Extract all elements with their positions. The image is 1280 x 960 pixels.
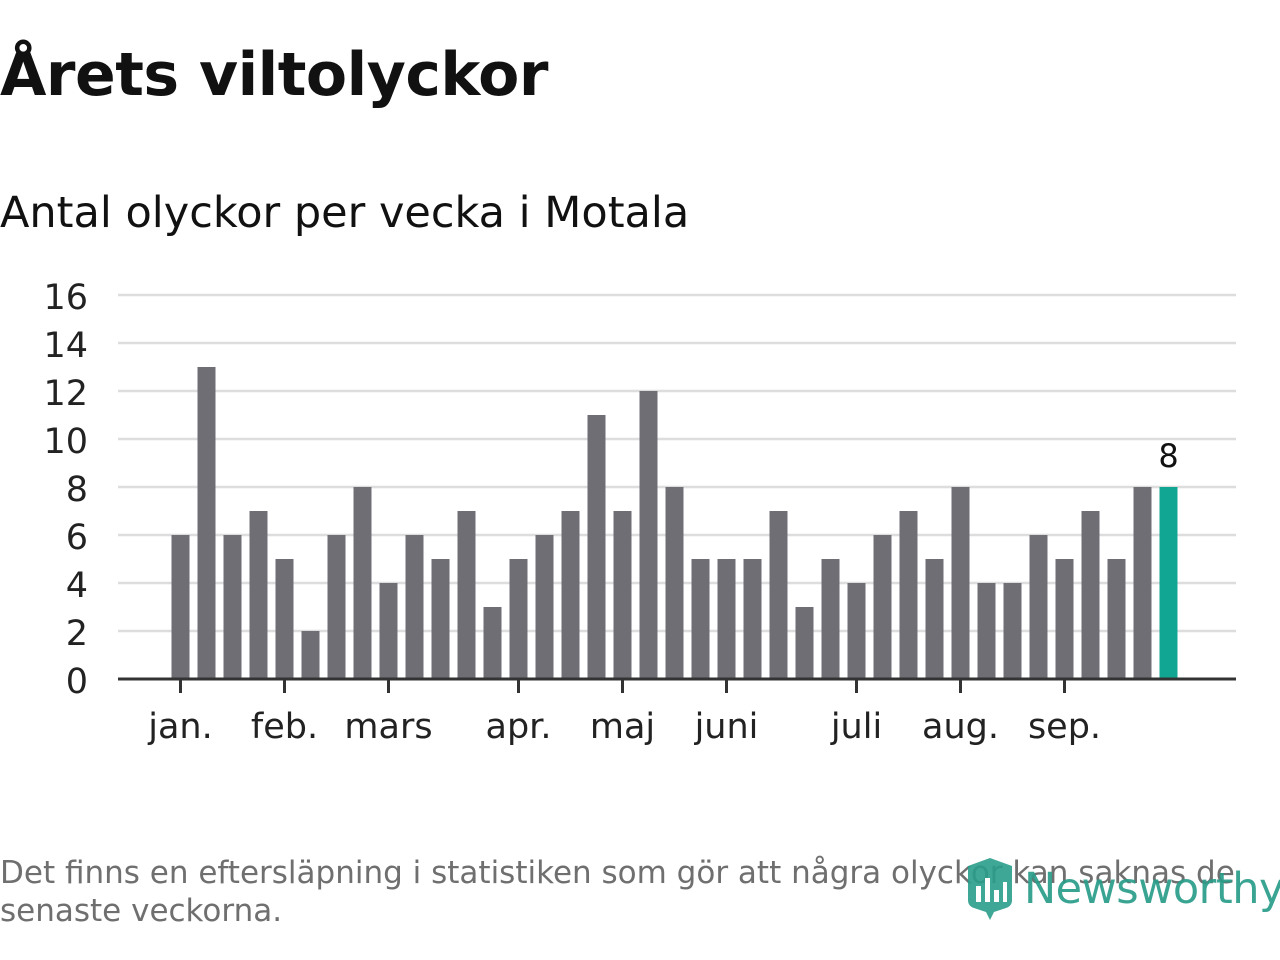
x-tick-label: jan. bbox=[147, 707, 212, 747]
bar bbox=[899, 511, 918, 679]
bar bbox=[457, 511, 476, 679]
bar bbox=[587, 415, 606, 679]
bar bbox=[1003, 583, 1022, 679]
bar bbox=[431, 559, 450, 679]
y-tick-label: 12 bbox=[43, 374, 88, 414]
bar bbox=[1133, 487, 1152, 679]
bar bbox=[769, 511, 788, 679]
bar bbox=[795, 607, 814, 679]
x-axis-tick-labels: jan. feb. mars apr. maj juni juli aug. sep. bbox=[147, 707, 1101, 747]
bar bbox=[1107, 559, 1126, 679]
bar bbox=[1055, 559, 1074, 679]
chart-subtitle: Antal olyckor per vecka i Motala bbox=[0, 188, 690, 238]
x-tick-label: juni bbox=[694, 707, 759, 747]
bar bbox=[535, 535, 554, 679]
bar bbox=[691, 559, 710, 679]
y-tick-label: 14 bbox=[43, 326, 88, 366]
data-labels: 8 bbox=[1158, 437, 1178, 475]
bar bbox=[509, 559, 528, 679]
bar bbox=[379, 583, 398, 679]
x-tick-label: mars bbox=[344, 707, 432, 747]
bar bbox=[977, 583, 996, 679]
bar bbox=[639, 391, 658, 679]
bar bbox=[847, 583, 866, 679]
chart-title: Årets viltolyckor bbox=[0, 40, 549, 110]
x-tick-label: apr. bbox=[486, 707, 552, 747]
newsworthy-logo: Newsworthy bbox=[964, 856, 1280, 922]
bar bbox=[561, 511, 580, 679]
bars bbox=[171, 367, 1178, 679]
bar bbox=[925, 559, 944, 679]
bar bbox=[743, 559, 762, 679]
bar bbox=[405, 535, 424, 679]
x-tick-label: juli bbox=[830, 707, 882, 747]
y-tick-label: 2 bbox=[66, 614, 88, 654]
y-tick-label: 10 bbox=[43, 422, 88, 462]
bar-highlight bbox=[1159, 487, 1178, 679]
y-axis-tick-labels: 0 2 4 6 8 10 12 14 16 bbox=[43, 278, 88, 702]
bar bbox=[613, 511, 632, 679]
bar bbox=[717, 559, 736, 679]
bar bbox=[1029, 535, 1048, 679]
logo-text: Newsworthy bbox=[1024, 864, 1280, 914]
bar bbox=[665, 487, 684, 679]
newsworthy-logo-icon bbox=[968, 858, 1012, 920]
y-tick-label: 16 bbox=[43, 278, 88, 318]
bar bbox=[275, 559, 294, 679]
x-tick-label: maj bbox=[590, 707, 655, 747]
bar bbox=[171, 535, 190, 679]
bar bbox=[353, 487, 372, 679]
bar bbox=[951, 487, 970, 679]
bar bbox=[249, 511, 268, 679]
x-tick-label: aug. bbox=[922, 707, 999, 747]
x-axis bbox=[118, 677, 1236, 693]
footnote: Det finns en eftersläpning i statistiken… bbox=[0, 855, 1235, 929]
x-tick-label: sep. bbox=[1028, 707, 1101, 747]
bar bbox=[821, 559, 840, 679]
bar bbox=[327, 535, 346, 679]
bar bbox=[301, 631, 320, 679]
y-tick-label: 4 bbox=[66, 566, 88, 606]
bar bbox=[223, 535, 242, 679]
y-tick-label: 6 bbox=[66, 518, 88, 558]
bar bbox=[483, 607, 502, 679]
x-tick-label: feb. bbox=[251, 707, 318, 747]
bar bbox=[197, 367, 216, 679]
y-tick-label: 0 bbox=[66, 662, 88, 702]
y-tick-label: 8 bbox=[66, 470, 88, 510]
data-label-latest: 8 bbox=[1158, 437, 1178, 475]
bar bbox=[1081, 511, 1100, 679]
bar bbox=[873, 535, 892, 679]
